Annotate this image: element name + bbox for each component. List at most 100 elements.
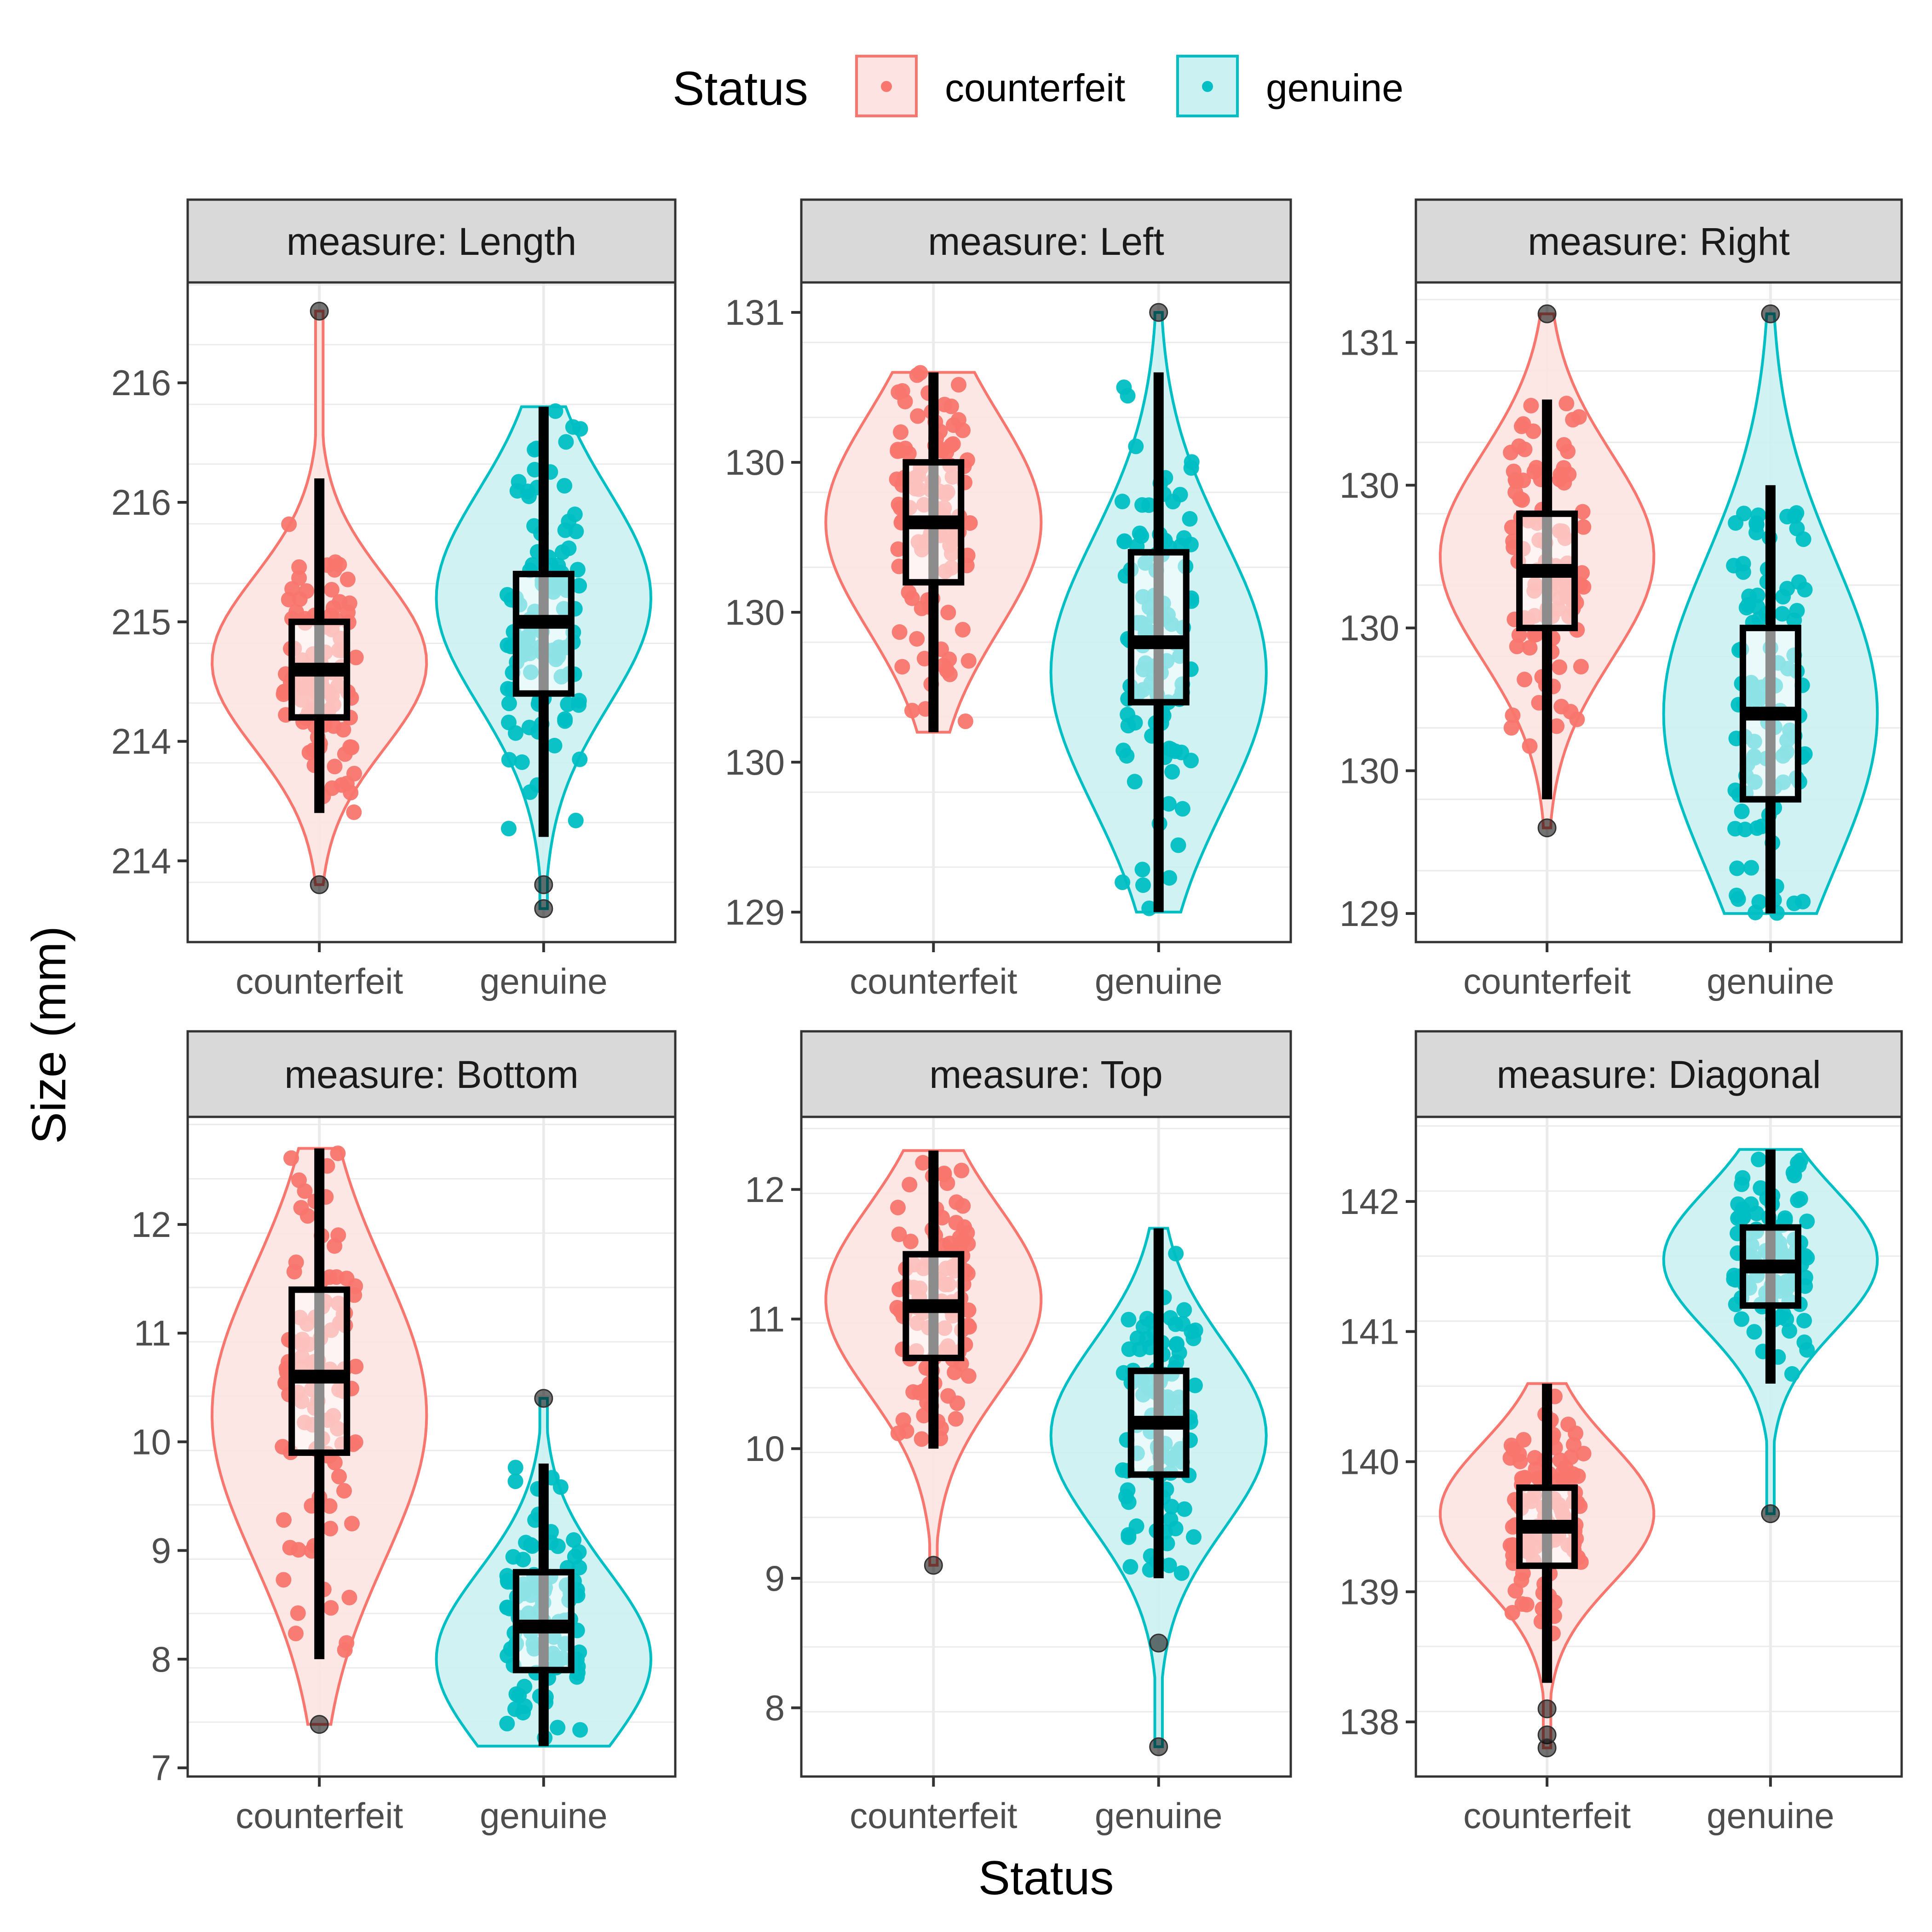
data-point-counterfeit (891, 624, 908, 640)
data-point-genuine (1799, 1213, 1815, 1230)
data-point-counterfeit (951, 377, 967, 393)
data-point-counterfeit (343, 784, 359, 800)
data-point-counterfeit (336, 1483, 352, 1499)
legend-label-genuine: genuine (1266, 66, 1403, 109)
panel-border (1414, 1116, 1903, 1778)
data-point-counterfeit (954, 1162, 970, 1179)
data-point-counterfeit (330, 1145, 346, 1162)
data-point-genuine (500, 1599, 516, 1616)
data-point-genuine (1797, 1270, 1813, 1286)
data-point-counterfeit (915, 1155, 931, 1171)
outlier-genuine (1149, 303, 1168, 322)
x-tick-label: genuine (1095, 1795, 1223, 1836)
data-point-genuine (501, 752, 517, 768)
y-tick-label: 12 (131, 1204, 171, 1245)
data-point-genuine (572, 1722, 588, 1738)
data-point-genuine (501, 696, 517, 712)
data-point-counterfeit (290, 1605, 306, 1621)
data-point-genuine (1134, 862, 1150, 878)
data-point-counterfeit (341, 1589, 357, 1605)
data-point-counterfeit (328, 554, 344, 570)
data-point-genuine (566, 1532, 582, 1548)
data-point-genuine (1129, 1330, 1145, 1346)
data-point-counterfeit (281, 516, 297, 532)
data-point-genuine (1170, 837, 1186, 853)
data-point-counterfeit (346, 765, 362, 782)
data-point-genuine (524, 557, 540, 573)
y-tick-label: 130 (725, 442, 785, 483)
data-point-genuine (1139, 1311, 1155, 1327)
outlier-counterfeit (310, 875, 329, 894)
data-point-genuine (1176, 1302, 1192, 1318)
data-point-genuine (1167, 1520, 1184, 1536)
data-point-counterfeit (1503, 444, 1519, 460)
data-point-genuine (499, 1715, 515, 1731)
data-point-counterfeit (323, 1600, 339, 1616)
x-tick-label: counterfeit (1463, 1795, 1631, 1836)
data-point-genuine (521, 719, 537, 736)
y-tick-label: 9 (151, 1530, 171, 1571)
data-point-genuine (1795, 894, 1811, 910)
data-point-genuine (1128, 438, 1144, 454)
data-point-counterfeit (337, 1642, 353, 1658)
data-point-counterfeit (288, 604, 305, 620)
data-point-counterfeit (291, 570, 307, 586)
data-point-genuine (1168, 1354, 1184, 1370)
y-tick-label: 141 (1340, 1311, 1399, 1352)
data-point-counterfeit (893, 424, 909, 440)
data-point-counterfeit (1522, 738, 1538, 754)
data-point-genuine (1789, 520, 1805, 536)
data-point-genuine (499, 586, 515, 603)
data-point-genuine (1168, 1337, 1184, 1353)
data-point-counterfeit (1525, 423, 1541, 439)
data-point-genuine (507, 1473, 523, 1489)
data-point-counterfeit (1527, 1450, 1543, 1466)
data-point-genuine (1728, 515, 1744, 531)
data-point-counterfeit (291, 1172, 307, 1188)
strip-label: measure: Diagonal (1496, 1053, 1821, 1096)
data-point-counterfeit (914, 600, 930, 616)
x-tick-label: counterfeit (236, 961, 403, 1001)
data-point-counterfeit (960, 1302, 977, 1318)
data-point-genuine (1784, 1366, 1800, 1382)
data-point-counterfeit (301, 744, 317, 760)
data-point-genuine (550, 1538, 566, 1554)
data-point-counterfeit (889, 1300, 905, 1316)
panel-border (186, 1116, 677, 1778)
data-point-counterfeit (291, 559, 307, 575)
data-point-genuine (1120, 707, 1136, 723)
data-point-genuine (1729, 887, 1745, 903)
data-point-genuine (1121, 1494, 1137, 1510)
data-point-genuine (561, 513, 577, 529)
data-point-genuine (517, 1698, 533, 1714)
y-tick-label: 130 (1340, 465, 1399, 506)
x-tick-label: genuine (480, 1795, 608, 1836)
data-point-genuine (1727, 821, 1743, 837)
data-point-counterfeit (1511, 1446, 1527, 1462)
x-tick-label: genuine (1707, 961, 1834, 1001)
data-point-counterfeit (1505, 707, 1521, 724)
data-point-counterfeit (936, 657, 952, 673)
strip-background (800, 198, 1292, 284)
data-point-genuine (1115, 874, 1131, 890)
data-point-genuine (1751, 1151, 1767, 1167)
data-point-genuine (1735, 1170, 1751, 1186)
data-point-genuine (1797, 581, 1813, 598)
data-point-counterfeit (1566, 1437, 1582, 1453)
data-point-genuine (1133, 528, 1150, 544)
data-point-genuine (1789, 603, 1805, 619)
data-point-genuine (1187, 1377, 1203, 1393)
data-point-genuine (1161, 741, 1177, 757)
data-point-genuine (1167, 1316, 1184, 1332)
data-point-genuine (558, 434, 574, 450)
data-point-counterfeit (914, 1431, 930, 1447)
outlier-counterfeit (1537, 818, 1557, 838)
y-tick-label: 214 (111, 721, 171, 762)
data-point-genuine (1774, 606, 1790, 622)
outlier-counterfeit (310, 301, 329, 321)
data-point-genuine (1141, 900, 1157, 916)
data-point-counterfeit (1526, 464, 1542, 480)
data-point-genuine (557, 711, 573, 727)
data-point-genuine (500, 821, 517, 837)
